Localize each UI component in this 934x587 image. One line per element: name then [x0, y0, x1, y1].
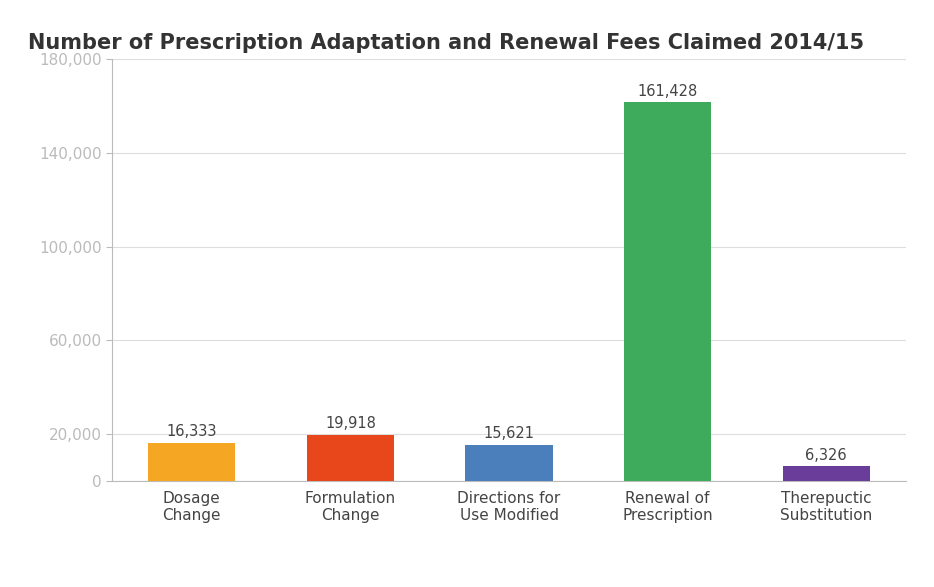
Text: 161,428: 161,428 — [638, 84, 698, 99]
Text: 16,333: 16,333 — [166, 424, 217, 440]
Text: 6,326: 6,326 — [805, 448, 847, 463]
Text: Number of Prescription Adaptation and Renewal Fees Claimed 2014/15: Number of Prescription Adaptation and Re… — [28, 32, 864, 53]
Bar — [783, 467, 870, 481]
Bar — [306, 434, 394, 481]
Bar — [149, 443, 235, 481]
Text: 15,621: 15,621 — [484, 426, 534, 441]
Text: 19,918: 19,918 — [325, 416, 375, 431]
Bar — [624, 102, 712, 481]
Bar — [465, 445, 553, 481]
